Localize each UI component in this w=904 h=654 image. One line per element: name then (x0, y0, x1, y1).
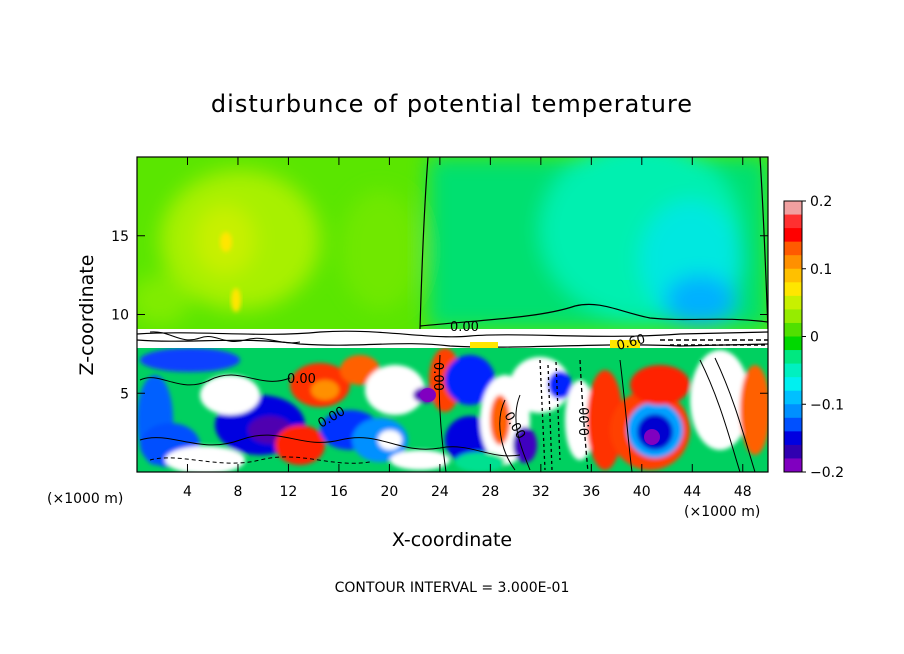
colorbar-swatch (784, 458, 802, 473)
x-tick-label: 32 (532, 484, 550, 500)
colorbar-tick-label: 0.2 (810, 194, 832, 210)
colorbar-swatch (784, 255, 802, 270)
colorbar-swatch (784, 417, 802, 432)
colorbar-frame (783, 200, 803, 473)
x-axis-ticks: 4 8 12 16 20 24 28 32 36 40 44 48 (183, 157, 752, 500)
colorbar: 0.2 0.1 0 −0.1 −0.2 (784, 194, 844, 481)
interface-band (137, 329, 768, 348)
colorbar-swatch (784, 404, 802, 419)
lower-layer-field (137, 348, 768, 472)
colorbar-swatch (784, 350, 802, 365)
x-tick-label: 44 (683, 484, 701, 500)
contour-label: 0.00 (578, 407, 593, 436)
y-tick-label: 10 (111, 308, 129, 324)
x-tick-label: 40 (633, 484, 651, 500)
colorbar-tick-label: 0.1 (810, 262, 832, 278)
y-tick-label: 15 (111, 229, 129, 245)
x-tick-label: 48 (734, 484, 752, 500)
contour-label: 0.60 (615, 332, 647, 354)
contour-interval-note: CONTOUR INTERVAL = 3.000E-01 (335, 580, 570, 596)
contour-label: 0.00 (450, 320, 479, 335)
upper-layer-field (137, 157, 768, 329)
colorbar-swatch (784, 241, 802, 256)
x-tick-label: 12 (280, 484, 298, 500)
x-tick-label: 24 (431, 484, 449, 500)
colorbar-tick-label: −0.1 (810, 397, 844, 413)
colorbar-swatch (784, 309, 802, 324)
contour-label: 0.00 (287, 372, 316, 387)
x-unit-right: (×1000 m) (684, 504, 760, 520)
colorbar-swatch (784, 295, 802, 310)
y-axis-title: Z-coordinate (76, 255, 98, 376)
colorbar-swatch (784, 228, 802, 243)
colorbar-tick-label: 0 (810, 330, 819, 346)
chart-title: disturbunce of potential temperature (211, 90, 693, 118)
colorbar-swatch (784, 377, 802, 392)
x-axis-title: X-coordinate (392, 529, 512, 551)
y-axis-ticks: 5 10 15 (111, 229, 768, 402)
plot-area: 0.00 0.00 0.00 0.00 0.00 0.00 0.60 4 8 12 1… (111, 156, 769, 500)
colorbar-swatch (784, 214, 802, 229)
contour-label: 0.00 (430, 362, 445, 391)
x-tick-label: 20 (380, 484, 398, 500)
colorbar-swatch (784, 390, 802, 405)
colorbar-swatch (784, 363, 802, 378)
x-unit-left: (×1000 m) (47, 491, 123, 507)
colorbar-tick-label: −0.2 (810, 465, 844, 481)
colorbar-swatch (784, 201, 802, 216)
colorbar-swatch (784, 322, 802, 337)
colorbar-swatch (784, 282, 802, 297)
colorbar-swatch (784, 431, 802, 446)
x-tick-label: 8 (233, 484, 242, 500)
x-tick-label: 36 (582, 484, 600, 500)
x-tick-label: 28 (481, 484, 499, 500)
colorbar-swatch (784, 336, 802, 351)
x-tick-label: 4 (183, 484, 192, 500)
colorbar-swatch (784, 268, 802, 283)
colorbar-swatch (784, 444, 802, 459)
x-tick-label: 16 (330, 484, 348, 500)
y-tick-label: 5 (120, 386, 129, 402)
